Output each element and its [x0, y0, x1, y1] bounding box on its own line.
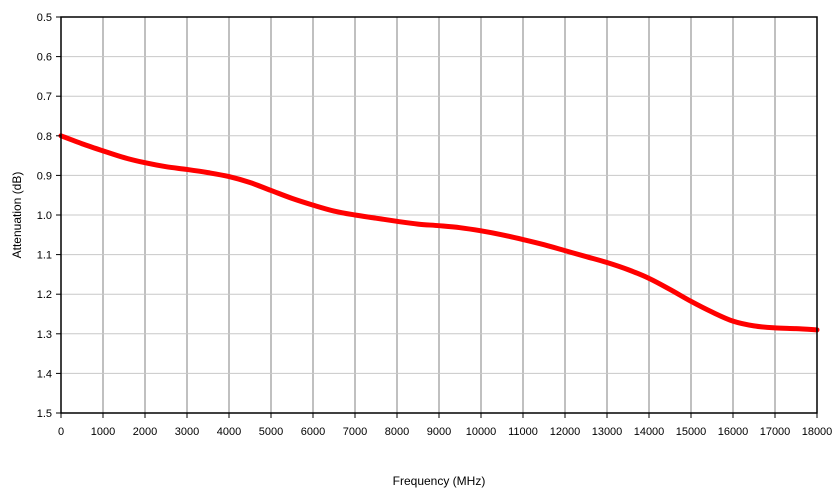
y-tick-label: 0.9 [37, 170, 52, 182]
y-tick-label: 1.3 [37, 329, 52, 341]
y-tick-label: 0.7 [37, 91, 52, 103]
x-tick-label: 13000 [592, 426, 623, 438]
y-tick-label: 1.4 [37, 368, 52, 380]
y-axis-ticks: 0.5 0.6 0.7 0.8 0.9 1.0 1.1 1.2 1.3 1.4 1.5 [37, 12, 61, 420]
y-tick-label: 1.1 [37, 250, 52, 262]
attenuation-series-line [58, 133, 820, 333]
y-tick-label: 1.2 [37, 289, 52, 301]
y-tick-label: 0.5 [37, 12, 52, 24]
x-tick-label: 10000 [466, 426, 497, 438]
y-tick-label: 1.0 [37, 210, 52, 222]
x-tick-label: 12000 [550, 426, 581, 438]
x-axis-title: Frequency (MHz) [393, 474, 486, 488]
x-tick-label: 2000 [133, 426, 157, 438]
x-tick-label: 9000 [427, 426, 451, 438]
x-tick-label: 5000 [259, 426, 283, 438]
x-tick-label: 7000 [343, 426, 367, 438]
x-tick-label: 14000 [634, 426, 665, 438]
x-axis-ticks: 0 1000 2000 3000 4000 5000 6000 7000 8000 9000 100… [58, 413, 832, 438]
x-tick-label: 1000 [91, 426, 115, 438]
x-tick-label: 6000 [301, 426, 325, 438]
x-tick-label: 8000 [385, 426, 409, 438]
x-tick-label: 18000 [802, 426, 833, 438]
y-tick-label: 0.6 [37, 52, 52, 64]
x-tick-label: 3000 [175, 426, 199, 438]
y-tick-label: 0.8 [37, 131, 52, 143]
series-layer [58, 133, 820, 333]
x-tick-label: 16000 [718, 426, 749, 438]
y-axis-title: Attenuation (dB) [10, 172, 24, 259]
x-tick-label: 17000 [760, 426, 791, 438]
x-tick-label: 15000 [676, 426, 707, 438]
x-tick-label: 4000 [217, 426, 241, 438]
x-tick-label: 11000 [508, 426, 538, 438]
y-tick-label: 1.5 [37, 408, 52, 420]
grid-lines [61, 17, 817, 413]
x-tick-label: 0 [58, 426, 64, 438]
